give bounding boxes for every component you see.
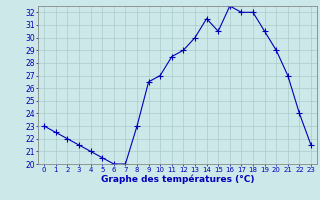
X-axis label: Graphe des températures (°C): Graphe des températures (°C) [101,175,254,184]
